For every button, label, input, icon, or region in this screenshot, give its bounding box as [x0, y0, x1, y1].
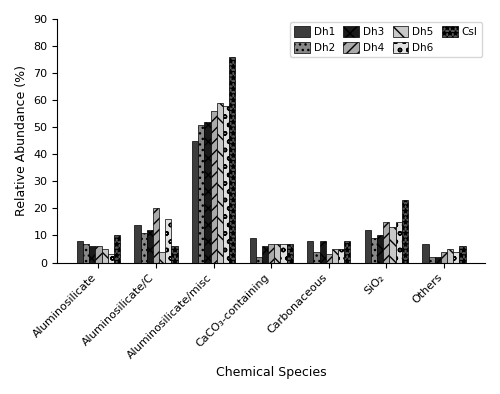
Bar — [114, 236, 120, 262]
Bar — [377, 236, 384, 262]
Bar — [344, 241, 350, 262]
Bar — [441, 252, 447, 262]
Bar — [365, 230, 371, 262]
Bar — [223, 106, 229, 262]
Bar — [447, 249, 453, 262]
Bar — [326, 255, 332, 262]
Bar — [204, 122, 210, 262]
Bar — [390, 227, 396, 262]
Bar — [332, 249, 338, 262]
Bar — [434, 257, 441, 262]
Bar — [134, 225, 140, 262]
Bar — [262, 246, 268, 262]
Bar — [371, 238, 377, 262]
Bar — [314, 252, 320, 262]
Bar — [250, 238, 256, 262]
Bar — [96, 246, 102, 262]
Bar — [153, 208, 159, 262]
Bar — [229, 57, 235, 262]
Bar — [147, 230, 153, 262]
Bar — [460, 246, 466, 262]
Bar — [172, 246, 177, 262]
Legend: Dh1, Dh2, Dh3, Dh4, Dh5, Dh6, CsI: Dh1, Dh2, Dh3, Dh4, Dh5, Dh6, CsI — [290, 22, 482, 58]
Bar — [77, 241, 83, 262]
Y-axis label: Relative Abundance (%): Relative Abundance (%) — [15, 65, 28, 216]
Bar — [108, 255, 114, 262]
Bar — [256, 257, 262, 262]
Bar — [384, 222, 390, 262]
Bar — [274, 243, 280, 262]
Bar — [192, 141, 198, 262]
Bar — [89, 246, 96, 262]
Bar — [210, 111, 216, 262]
Bar — [140, 233, 147, 262]
X-axis label: Chemical Species: Chemical Species — [216, 366, 326, 379]
Bar — [102, 249, 107, 262]
Bar — [338, 249, 344, 262]
Bar — [280, 243, 286, 262]
Bar — [402, 200, 408, 262]
Bar — [320, 241, 326, 262]
Bar — [159, 252, 166, 262]
Bar — [216, 103, 223, 262]
Bar — [286, 243, 293, 262]
Bar — [198, 125, 204, 262]
Bar — [428, 257, 434, 262]
Bar — [307, 241, 314, 262]
Bar — [83, 243, 89, 262]
Bar — [396, 222, 402, 262]
Bar — [268, 243, 274, 262]
Bar — [453, 252, 460, 262]
Bar — [166, 219, 172, 262]
Bar — [422, 243, 428, 262]
